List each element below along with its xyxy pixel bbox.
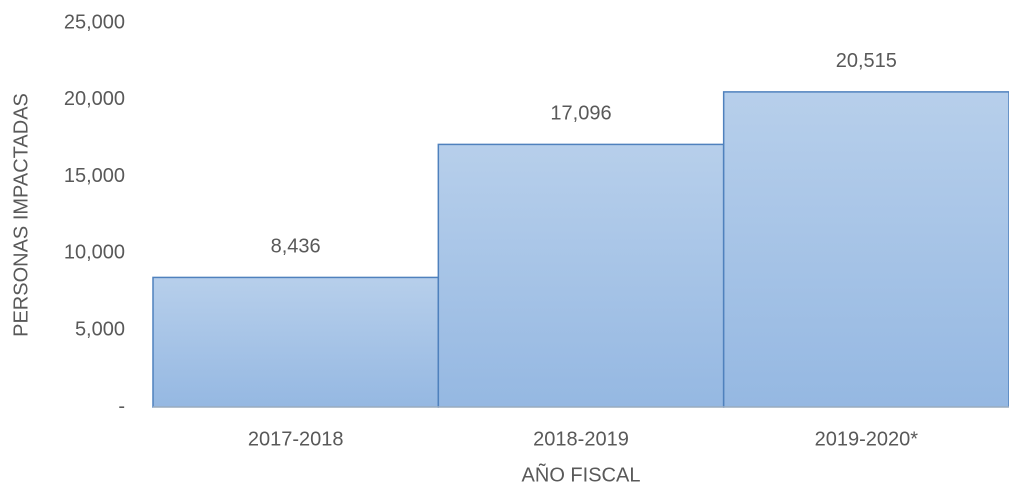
- value-label: 20,515: [836, 50, 897, 72]
- x-axis-title: AÑO FISCAL: [522, 462, 641, 486]
- bar: [152, 276, 440, 408]
- bar: [722, 91, 1009, 408]
- x-tick-label: 2019-2020*: [815, 428, 919, 450]
- bar: [437, 143, 725, 408]
- y-tick-label: 10,000: [64, 242, 125, 264]
- y-tick-label: -: [118, 395, 125, 417]
- y-axis-title: PERSONAS IMPACTADAS: [10, 93, 32, 337]
- x-tick-label: 2017-2018: [248, 428, 344, 450]
- value-label: 8,436: [271, 236, 321, 258]
- y-tick-label: 15,000: [64, 165, 125, 187]
- x-tick-label: 2018-2019: [533, 428, 629, 450]
- value-label: 17,096: [550, 103, 611, 125]
- y-tick-label: 20,000: [64, 88, 125, 110]
- y-tick-label: 5,000: [75, 318, 125, 340]
- y-tick-label: 25,000: [64, 11, 125, 33]
